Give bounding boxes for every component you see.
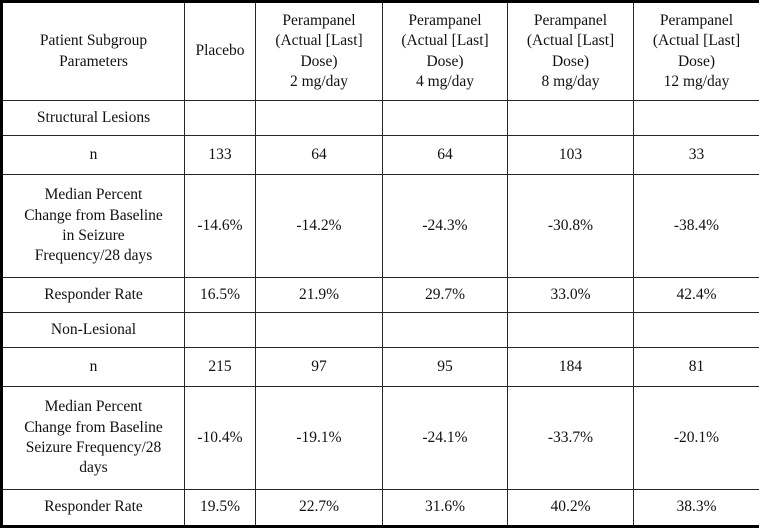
cell-value: 215	[185, 348, 256, 387]
cell-value: 133	[185, 136, 256, 175]
cell-value: 64	[256, 136, 383, 175]
cell-value: 33.0%	[508, 278, 634, 313]
data-row-responder-rate-non-lesional: Responder Rate 19.5% 22.7% 31.6% 40.2% 3…	[2, 490, 759, 527]
cell-value: 97	[256, 348, 383, 387]
row-label: Median Percent Change from Baseline in S…	[2, 175, 185, 278]
cell-value: 31.6%	[383, 490, 508, 527]
data-row-median-change-structural: Median Percent Change from Baseline in S…	[2, 175, 759, 278]
cell-value	[634, 313, 759, 348]
header-placebo: Placebo	[185, 2, 256, 101]
header-perampanel-12mg: Perampanel (Actual [Last] Dose) 12 mg/da…	[634, 2, 759, 101]
cell-value: -38.4%	[634, 175, 759, 278]
cell-value: -10.4%	[185, 387, 256, 490]
row-label: n	[2, 348, 185, 387]
cell-value	[508, 101, 634, 136]
cell-value: 16.5%	[185, 278, 256, 313]
row-label: Responder Rate	[2, 278, 185, 313]
cell-value: 64	[383, 136, 508, 175]
cell-value: 40.2%	[508, 490, 634, 527]
cell-value: -14.2%	[256, 175, 383, 278]
cell-value: 184	[508, 348, 634, 387]
header-patient-subgroup-parameters: Patient Subgroup Parameters	[2, 2, 185, 101]
cell-value: -30.8%	[508, 175, 634, 278]
cell-value: 38.3%	[634, 490, 759, 527]
cell-value: 81	[634, 348, 759, 387]
data-row-responder-rate-structural: Responder Rate 16.5% 21.9% 29.7% 33.0% 4…	[2, 278, 759, 313]
row-label: Responder Rate	[2, 490, 185, 527]
cell-value: -24.1%	[383, 387, 508, 490]
cell-value	[256, 313, 383, 348]
cell-value	[634, 101, 759, 136]
cell-value	[256, 101, 383, 136]
cell-value	[185, 101, 256, 136]
data-row-median-change-non-lesional: Median Percent Change from Baseline Seiz…	[2, 387, 759, 490]
cell-value	[508, 313, 634, 348]
cell-value	[185, 313, 256, 348]
header-perampanel-2mg: Perampanel (Actual [Last] Dose) 2 mg/day	[256, 2, 383, 101]
cell-value: 29.7%	[383, 278, 508, 313]
cell-value: 103	[508, 136, 634, 175]
cell-value: 42.4%	[634, 278, 759, 313]
section-row-structural-lesions: Structural Lesions	[2, 101, 759, 136]
data-row-n-non-lesional: n 215 97 95 184 81	[2, 348, 759, 387]
cell-value: -19.1%	[256, 387, 383, 490]
header-perampanel-8mg: Perampanel (Actual [Last] Dose) 8 mg/day	[508, 2, 634, 101]
cell-value: 19.5%	[185, 490, 256, 527]
header-perampanel-4mg: Perampanel (Actual [Last] Dose) 4 mg/day	[383, 2, 508, 101]
row-label: Median Percent Change from Baseline Seiz…	[2, 387, 185, 490]
data-row-n-structural: n 133 64 64 103 33	[2, 136, 759, 175]
cell-value: -20.1%	[634, 387, 759, 490]
row-label: Structural Lesions	[2, 101, 185, 136]
cell-value: -14.6%	[185, 175, 256, 278]
row-label: Non-Lesional	[2, 313, 185, 348]
cell-value: 21.9%	[256, 278, 383, 313]
cell-value: -24.3%	[383, 175, 508, 278]
cell-value: 22.7%	[256, 490, 383, 527]
cell-value: 33	[634, 136, 759, 175]
row-label: n	[2, 136, 185, 175]
section-row-non-lesional: Non-Lesional	[2, 313, 759, 348]
header-row: Patient Subgroup Parameters Placebo Pera…	[2, 2, 759, 101]
cell-value: -33.7%	[508, 387, 634, 490]
cell-value	[383, 101, 508, 136]
cell-value: 95	[383, 348, 508, 387]
cell-value	[383, 313, 508, 348]
